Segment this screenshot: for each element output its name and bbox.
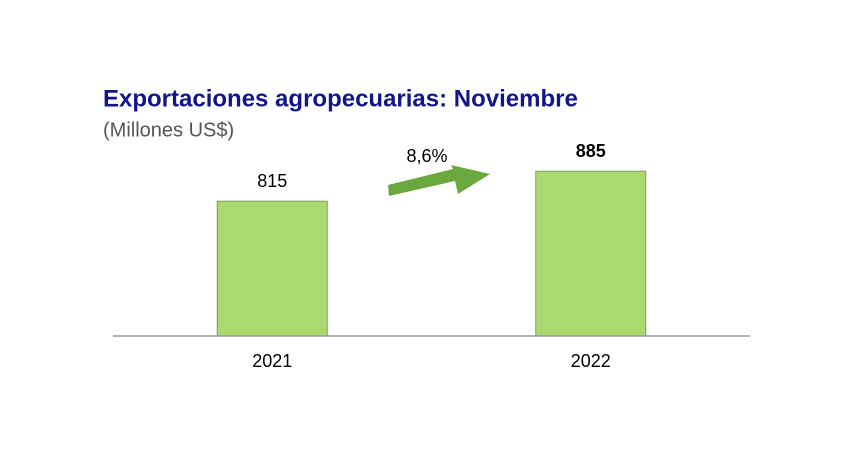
value-label: 885 (576, 141, 606, 161)
growth-arrow (388, 165, 490, 196)
bar (535, 170, 647, 337)
x-tick-label: 2021 (252, 351, 292, 371)
chart-title: Exportaciones agropecuarias: Noviembre (103, 85, 578, 112)
growth-annotation: 8,6% (406, 146, 447, 166)
value-label: 815 (257, 171, 287, 191)
bar (216, 200, 328, 337)
x-tick-label: 2022 (571, 351, 611, 371)
chart-subtitle: (Millones US$) (103, 119, 234, 141)
